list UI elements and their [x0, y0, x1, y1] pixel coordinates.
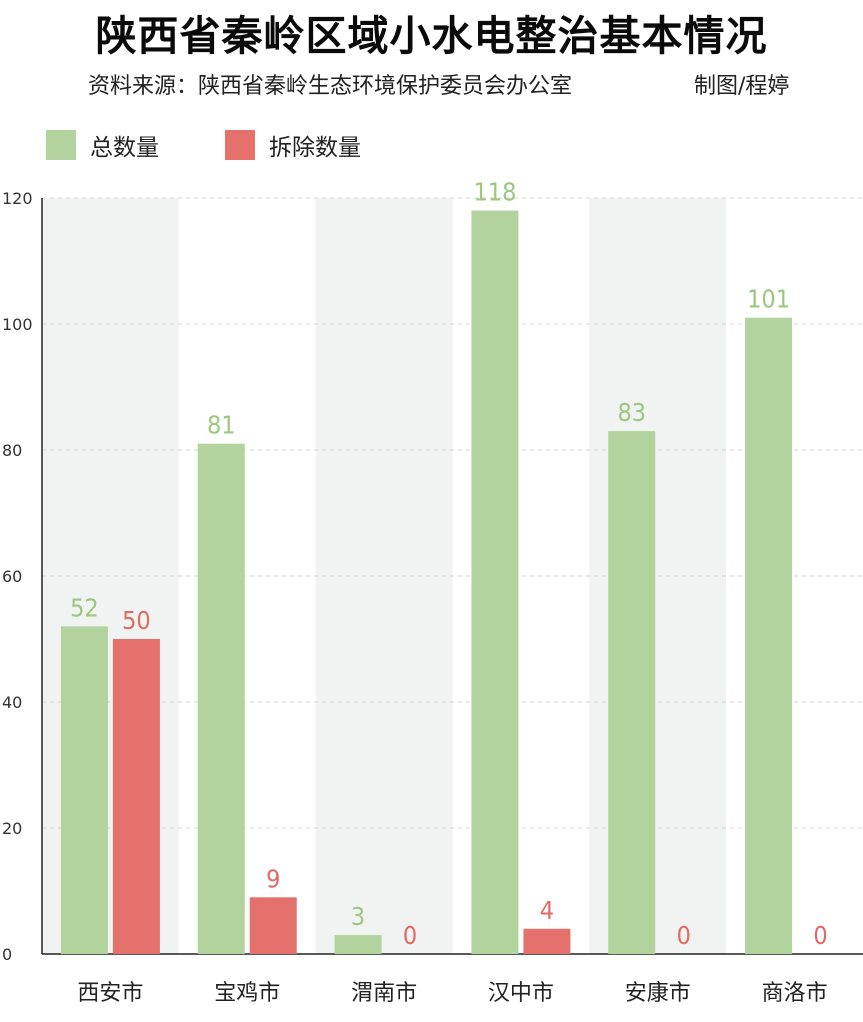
data-label-removed: 9 — [266, 864, 280, 893]
data-label-total: 81 — [207, 411, 236, 440]
data-label-total: 52 — [70, 593, 99, 622]
data-label-removed: 0 — [403, 921, 417, 950]
legend-swatch-total — [46, 130, 76, 160]
category-band — [315, 198, 453, 954]
bar-total — [471, 210, 519, 955]
bar-total — [60, 626, 108, 954]
bar-chart: 0 20 40 60 80 100 120 52 50 西安市 81 9 宝鸡市 3 0 渭南市 118 4 汉中市… — [2, 180, 863, 1006]
data-label-total: 83 — [617, 398, 646, 427]
x-tick-label: 安康市 — [625, 981, 691, 1006]
y-tick-label: 60 — [2, 567, 22, 586]
data-label-removed: 0 — [813, 921, 827, 950]
bar-removed — [523, 928, 571, 954]
bar-removed — [112, 639, 160, 954]
x-tick-label: 商洛市 — [762, 981, 828, 1006]
y-tick-label: 100 — [2, 315, 33, 334]
legend-item-total: 总数量 — [46, 128, 159, 162]
data-label-total: 101 — [747, 285, 790, 314]
x-tick-label: 宝鸡市 — [214, 981, 280, 1006]
chart-title: 陕西省秦岭区域小水电整治基本情况 — [95, 12, 768, 60]
data-label-removed: 0 — [677, 921, 691, 950]
bar-total — [745, 317, 793, 954]
x-tick-label: 西安市 — [77, 981, 143, 1006]
bar-removed — [249, 897, 297, 954]
x-tick-label: 渭南市 — [351, 981, 417, 1006]
bar-total — [334, 935, 382, 954]
y-tick-label: 80 — [2, 441, 22, 460]
bar-total — [197, 443, 245, 954]
y-tick-label: 40 — [2, 693, 22, 712]
source-note: 资料来源：陕西省秦岭生态环境保护委员会办公室 — [88, 74, 573, 99]
legend-label-total: 总数量 — [90, 135, 159, 161]
credit-note: 制图/程婷 — [694, 74, 790, 99]
data-label-removed: 4 — [540, 896, 554, 925]
data-label-total: 118 — [473, 180, 516, 207]
legend: 总数量 拆除数量 — [46, 128, 427, 162]
legend-item-removed: 拆除数量 — [225, 128, 361, 162]
x-tick-label: 汉中市 — [488, 981, 554, 1006]
y-tick-label: 120 — [2, 189, 33, 208]
data-label-removed: 50 — [122, 606, 151, 635]
data-label-total: 3 — [351, 902, 365, 931]
y-tick-label: 20 — [2, 819, 22, 838]
legend-swatch-removed — [225, 130, 255, 160]
y-tick-label: 0 — [2, 945, 12, 964]
bar-total — [608, 431, 656, 955]
legend-label-removed: 拆除数量 — [269, 135, 361, 161]
